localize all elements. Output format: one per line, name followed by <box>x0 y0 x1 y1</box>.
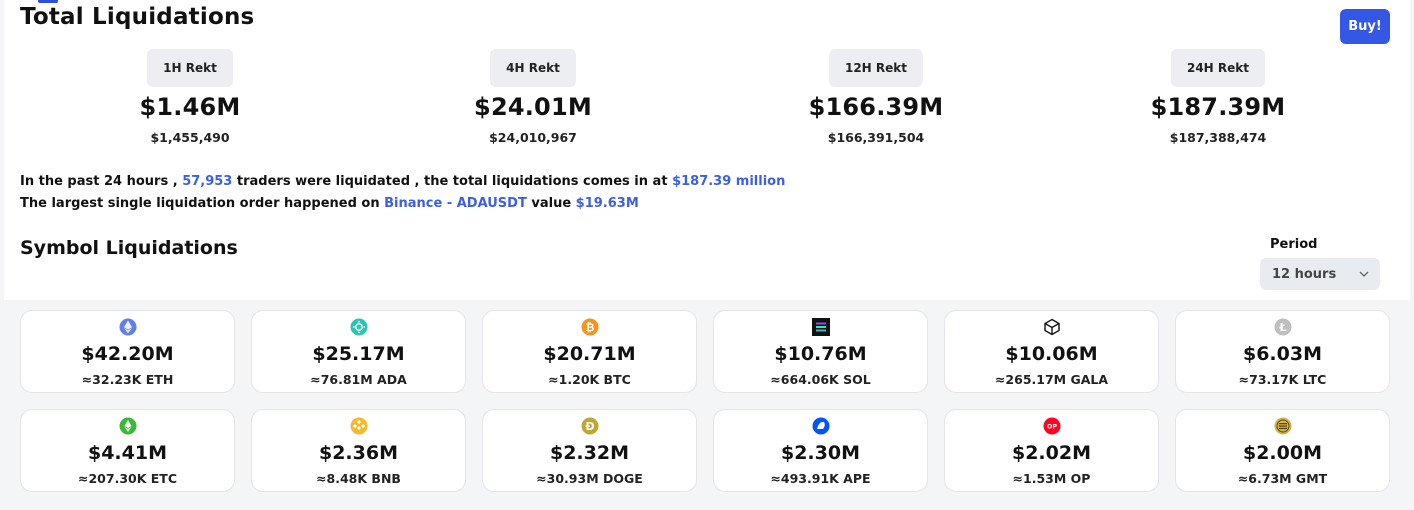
stat-exact-12h: $166,391,504 <box>827 130 925 145</box>
period-label: Period <box>1270 237 1318 252</box>
ltc-icon: Ł <box>1274 318 1292 336</box>
symbol-card-btc[interactable]: ₿ $20.71M ≈1.20K BTC <box>482 310 697 393</box>
symbol-amount: $2.02M <box>1011 442 1091 464</box>
btc-icon: ₿ <box>581 318 599 336</box>
page-title: Total Liquidations <box>20 4 255 30</box>
period-select[interactable]: 12 hours <box>1260 258 1380 290</box>
largest-order-value-link[interactable]: $19.63M <box>575 196 639 211</box>
symbol-quantity: ≈6.73M GMT <box>1237 471 1328 486</box>
symbol-card-ape[interactable]: $2.30M ≈493.91K APE <box>713 409 928 492</box>
stat-exact-1h: $1,455,490 <box>150 130 230 145</box>
stat-value-4h: $24.01M <box>474 93 592 121</box>
stat-value-12h: $166.39M <box>808 93 944 121</box>
symbol-amount: $10.06M <box>1005 343 1098 365</box>
svg-text:OP: OP <box>1047 423 1058 431</box>
symbol-amount: $25.17M <box>312 343 405 365</box>
symbol-amount: $20.71M <box>543 343 636 365</box>
symbol-amount: $2.00M <box>1242 442 1322 464</box>
stat-12h: 12H Rekt $166.39M $166,391,504 <box>756 49 996 145</box>
stat-badge-12h: 12H Rekt <box>828 49 923 87</box>
stat-badge-4h: 4H Rekt <box>490 49 576 87</box>
symbol-quantity: ≈8.48K BNB <box>316 471 401 486</box>
traders-count-link[interactable]: 57,953 <box>182 174 233 189</box>
symbol-amount: $10.76M <box>774 343 867 365</box>
summary-text: traders were liquidated , the total liqu… <box>232 174 673 189</box>
top-accent-mark <box>38 0 58 3</box>
period-value: 12 hours <box>1272 266 1337 282</box>
op-icon: OP <box>1043 417 1061 435</box>
sol-icon <box>812 318 830 336</box>
symbol-card-ltc[interactable]: Ł $6.03M ≈73.17K LTC <box>1175 310 1390 393</box>
buy-button[interactable]: Buy! <box>1340 9 1390 44</box>
symbol-amount: $4.41M <box>87 442 167 464</box>
symbol-card-eth[interactable]: $42.20M ≈32.23K ETH <box>20 310 235 393</box>
svg-text:Ð: Ð <box>585 420 594 433</box>
stat-1h: 1H Rekt $1.46M $1,455,490 <box>70 49 310 145</box>
stat-value-24h: $187.39M <box>1150 93 1286 121</box>
stat-4h: 4H Rekt $24.01M $24,010,967 <box>413 49 653 145</box>
symbol-amount: $2.30M <box>780 442 860 464</box>
largest-order-exchange-link[interactable]: Binance - ADAUSDT <box>384 196 527 211</box>
symbol-quantity: ≈207.30K ETC <box>78 471 177 486</box>
stat-exact-24h: $187,388,474 <box>1169 130 1267 145</box>
symbol-card-etc[interactable]: $4.41M ≈207.30K ETC <box>20 409 235 492</box>
symbol-quantity: ≈32.23K ETH <box>81 372 174 387</box>
symbol-amount: $6.03M <box>1242 343 1322 365</box>
stat-value-1h: $1.46M <box>139 93 241 121</box>
bnb-icon <box>350 417 368 435</box>
symbol-card-sol[interactable]: $10.76M ≈664.06K SOL <box>713 310 928 393</box>
symbol-quantity: ≈30.93M DOGE <box>536 471 643 486</box>
ada-icon <box>350 318 368 336</box>
eth-icon <box>119 318 137 336</box>
total-liquidations-link[interactable]: $187.39 million <box>672 174 786 189</box>
symbol-quantity: ≈1.53M OP <box>1012 471 1091 486</box>
doge-icon: Ð <box>581 417 599 435</box>
summary-text: value <box>526 196 576 211</box>
symbol-card-op[interactable]: OP $2.02M ≈1.53M OP <box>944 409 1159 492</box>
ape-icon <box>812 417 830 435</box>
etc-icon <box>119 417 137 435</box>
symbol-quantity: ≈1.20K BTC <box>548 372 631 387</box>
stat-exact-4h: $24,010,967 <box>489 130 577 145</box>
summary-text: In the past 24 hours , <box>20 174 183 189</box>
symbol-card-bnb[interactable]: $2.36M ≈8.48K BNB <box>251 409 466 492</box>
summary-text: The largest single liquidation order hap… <box>20 196 385 211</box>
stat-24h: 24H Rekt $187.39M $187,388,474 <box>1098 49 1338 145</box>
symbol-amount: $2.32M <box>549 442 629 464</box>
symbol-card-doge[interactable]: Ð $2.32M ≈30.93M DOGE <box>482 409 697 492</box>
symbol-quantity: ≈265.17M GALA <box>994 372 1109 387</box>
summary-line-traders: In the past 24 hours , 57,953 traders we… <box>20 174 785 189</box>
symbol-liquidations-title: Symbol Liquidations <box>20 237 238 259</box>
symbol-card-gala[interactable]: $10.06M ≈265.17M GALA <box>944 310 1159 393</box>
summary-line-largest: The largest single liquidation order hap… <box>20 196 639 211</box>
symbol-quantity: ≈76.81M ADA <box>310 372 407 387</box>
gmt-icon <box>1274 417 1292 435</box>
symbol-amount: $42.20M <box>81 343 174 365</box>
symbol-quantity: ≈664.06K SOL <box>770 372 871 387</box>
svg-text:₿: ₿ <box>586 321 595 334</box>
gala-icon <box>1044 318 1060 336</box>
symbol-amount: $2.36M <box>318 442 398 464</box>
stat-badge-1h: 1H Rekt <box>147 49 233 87</box>
symbol-card-gmt[interactable]: $2.00M ≈6.73M GMT <box>1175 409 1390 492</box>
stat-badge-24h: 24H Rekt <box>1170 49 1265 87</box>
symbol-card-ada[interactable]: $25.17M ≈76.81M ADA <box>251 310 466 393</box>
chevron-down-icon <box>1359 271 1369 277</box>
svg-text:Ł: Ł <box>1278 321 1286 334</box>
symbol-quantity: ≈493.91K APE <box>770 471 871 486</box>
symbol-quantity: ≈73.17K LTC <box>1238 372 1327 387</box>
